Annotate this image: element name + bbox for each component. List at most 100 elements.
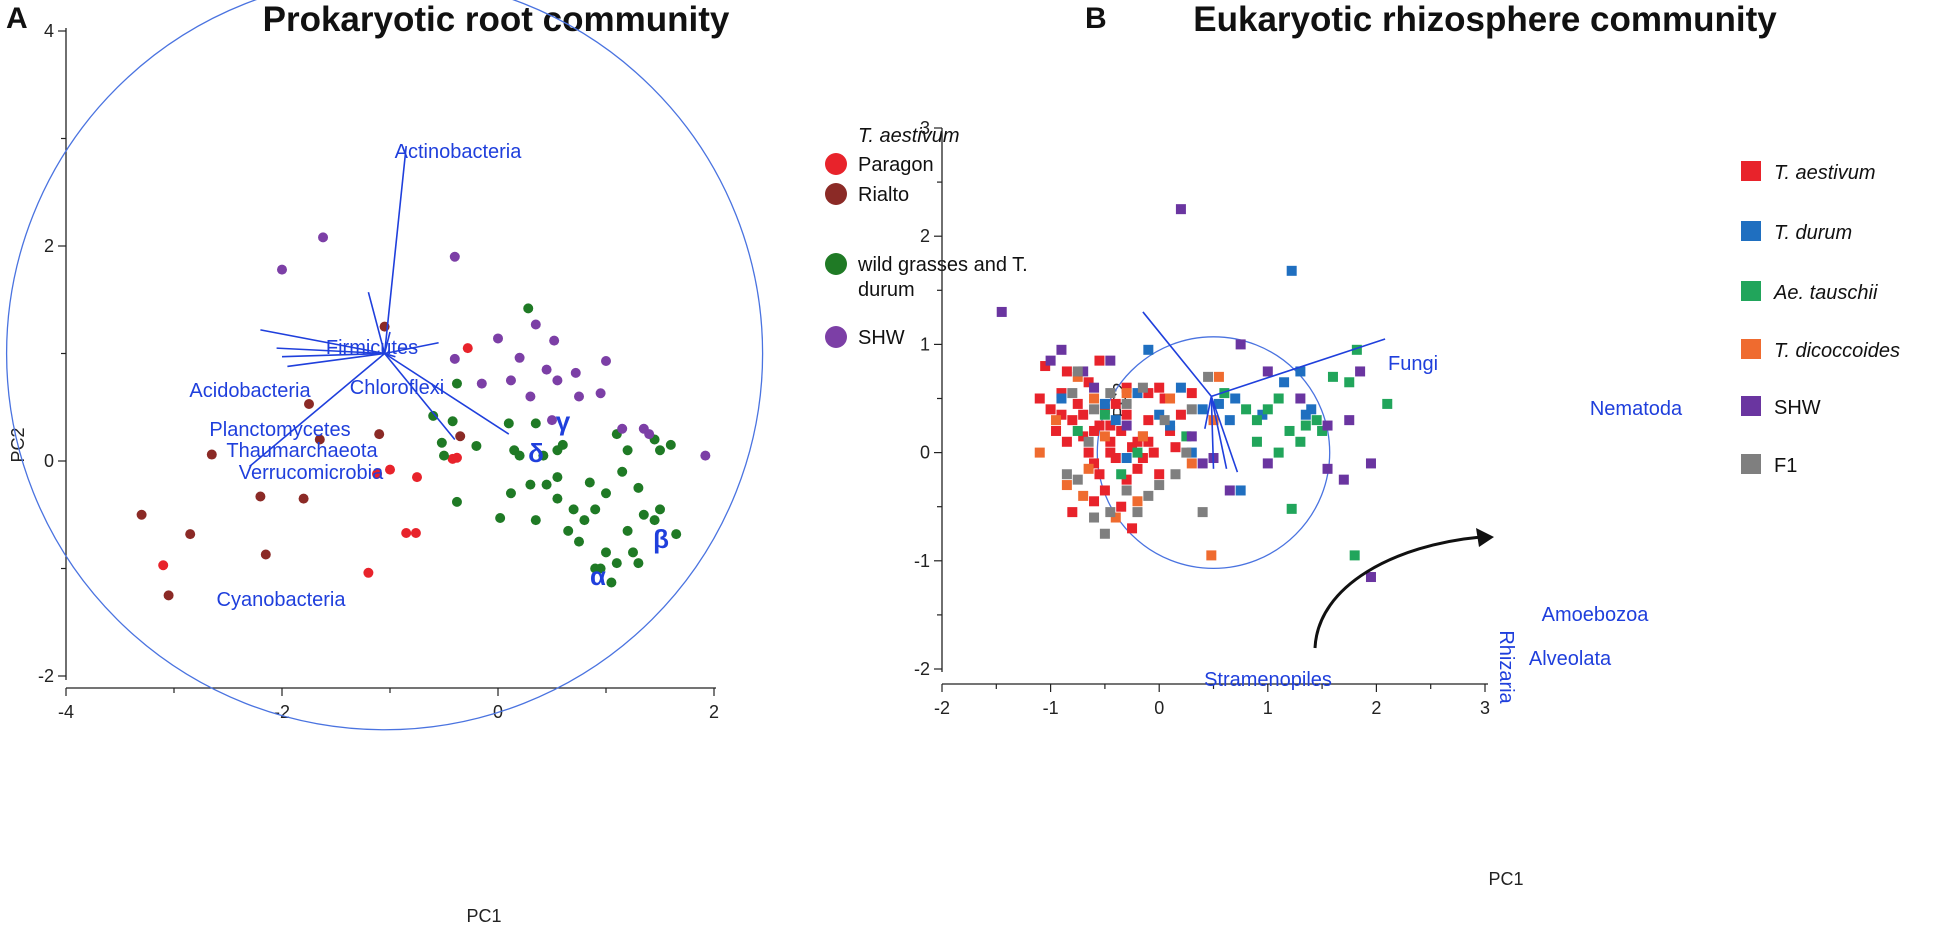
point-shw bbox=[1224, 485, 1235, 496]
point-shw bbox=[1089, 382, 1100, 393]
point-t-aestivum bbox=[1110, 398, 1121, 409]
point-t-aestivum bbox=[1078, 409, 1089, 420]
point-t-dicoccoides bbox=[1072, 371, 1083, 382]
vector-acidobacteria bbox=[260, 329, 385, 355]
point-f1 bbox=[1105, 507, 1116, 518]
legend-a-paragon: Paragon bbox=[858, 154, 934, 176]
point-paragon bbox=[363, 567, 374, 578]
point-shw bbox=[493, 333, 503, 344]
panel-b-y-tick-label: 1 bbox=[920, 334, 930, 354]
panel-a-xlabel: PC1 bbox=[466, 906, 501, 926]
point-t-aestivum bbox=[1121, 409, 1132, 420]
panel-b-vector-labels: Fungi Nematoda Amoebozoa Rhizaria Alveol… bbox=[1204, 353, 1683, 705]
point-wild-grasses-and-t-durum bbox=[622, 445, 633, 456]
point-t-aestivum bbox=[1089, 496, 1100, 507]
point-wild-grasses-and-t-durum bbox=[525, 479, 536, 490]
point-wild-grasses-and-t-durum bbox=[552, 493, 563, 504]
point-t-durum bbox=[1132, 388, 1143, 399]
point-t-aestivum bbox=[1175, 409, 1186, 420]
label-amoebozoa: Amoebozoa bbox=[1542, 604, 1650, 626]
point-t-aestivum bbox=[1186, 388, 1197, 399]
panel-a-letter: A bbox=[6, 2, 28, 35]
point-t-aestivum bbox=[1143, 415, 1154, 426]
label-alveolata: Alveolata bbox=[1529, 648, 1612, 670]
legend-b-marker-durum bbox=[1741, 221, 1761, 241]
panel-b-y-tick-label: -2 bbox=[914, 659, 930, 679]
vector-rhizaria bbox=[1210, 396, 1215, 469]
point-paragon bbox=[385, 464, 395, 475]
point-t-dicoccoides bbox=[1083, 463, 1094, 474]
point-wild-grasses-and-t-durum bbox=[638, 509, 649, 520]
point-ae-tauschii bbox=[1349, 550, 1360, 561]
legend-b-marker-f1 bbox=[1741, 454, 1761, 474]
point-t-aestivum bbox=[1072, 398, 1083, 409]
legend-a-wild-line2: durum bbox=[858, 279, 915, 301]
panel-b-x-tick-label: -1 bbox=[1043, 698, 1059, 718]
point-t-aestivum bbox=[1121, 382, 1132, 393]
point-t-aestivum bbox=[1116, 501, 1127, 512]
point-t-aestivum bbox=[1067, 415, 1078, 426]
point-t-aestivum bbox=[1121, 474, 1132, 485]
point-wild-grasses-and-t-durum bbox=[579, 515, 590, 526]
point-shw bbox=[644, 429, 655, 440]
point-f1 bbox=[1143, 490, 1154, 501]
point-wild-grasses-and-t-durum bbox=[584, 477, 595, 488]
point-paragon bbox=[158, 560, 169, 571]
point-t-aestivum bbox=[1083, 377, 1094, 388]
point-wild-grasses-and-t-durum bbox=[655, 504, 665, 515]
point-t-durum bbox=[1300, 409, 1311, 420]
point-t-durum bbox=[1257, 409, 1268, 420]
point-f1 bbox=[1132, 507, 1143, 518]
point-t-aestivum bbox=[1094, 355, 1105, 366]
legend-b-durum: T. durum bbox=[1774, 222, 1852, 244]
point-ae-tauschii bbox=[1327, 371, 1338, 382]
point-rialto bbox=[260, 549, 271, 560]
point-ae-tauschii bbox=[1219, 388, 1230, 399]
point-f1 bbox=[1099, 528, 1110, 539]
point-ae-tauschii bbox=[1262, 404, 1273, 415]
point-ae-tauschii bbox=[1317, 425, 1328, 436]
legend-b-shw: SHW bbox=[1774, 397, 1821, 419]
point-shw bbox=[1365, 458, 1376, 469]
label-chloroflexi: Chloroflexi bbox=[350, 377, 444, 399]
point-rialto bbox=[136, 509, 147, 520]
point-wild-grasses-and-t-durum bbox=[471, 440, 482, 451]
label-actinobacteria: Actinobacteria bbox=[395, 141, 523, 163]
point-wild-grasses-and-t-durum bbox=[606, 577, 617, 588]
point-shw bbox=[1322, 463, 1333, 474]
panel-a-correlation-circle bbox=[6, 0, 764, 731]
point-rialto bbox=[314, 434, 325, 445]
point-wild-grasses-and-t-durum bbox=[495, 512, 506, 523]
point-wild-grasses-and-t-durum bbox=[447, 416, 458, 427]
point-t-aestivum bbox=[1132, 463, 1143, 474]
point-f1 bbox=[1170, 469, 1181, 480]
point-t-durum bbox=[1295, 366, 1306, 377]
point-t-aestivum bbox=[1137, 453, 1148, 464]
point-t-aestivum bbox=[1094, 469, 1105, 480]
point-shw bbox=[547, 415, 557, 426]
point-ae-tauschii bbox=[1295, 436, 1306, 447]
point-t-aestivum bbox=[1105, 420, 1116, 431]
point-t-durum bbox=[1235, 485, 1246, 496]
point-t-dicoccoides bbox=[1165, 393, 1176, 404]
label-beta: β bbox=[653, 524, 669, 554]
point-wild-grasses-and-t-durum bbox=[665, 439, 676, 450]
point-shw bbox=[1121, 420, 1132, 431]
point-wild-grasses-and-t-durum bbox=[633, 558, 644, 569]
legend-a-marker-rialto bbox=[825, 183, 847, 205]
point-wild-grasses-and-t-durum bbox=[530, 418, 541, 429]
point-ae-tauschii bbox=[1273, 393, 1284, 404]
point-t-aestivum bbox=[1034, 393, 1045, 404]
point-t-aestivum bbox=[1159, 393, 1170, 404]
stramenopiles-arrow-head bbox=[1476, 528, 1494, 547]
point-t-dicoccoides bbox=[1061, 480, 1072, 491]
point-shw bbox=[1186, 431, 1197, 442]
point-f1 bbox=[1083, 436, 1094, 447]
point-t-aestivum bbox=[1056, 388, 1067, 399]
point-t-dicoccoides bbox=[1078, 490, 1089, 501]
vector-stramenopiles bbox=[1204, 396, 1213, 429]
point-wild-grasses-and-t-durum bbox=[557, 439, 568, 450]
panel-a-x-tick-label: 2 bbox=[709, 702, 719, 722]
panel-b-x-tick-label: -2 bbox=[934, 698, 950, 718]
